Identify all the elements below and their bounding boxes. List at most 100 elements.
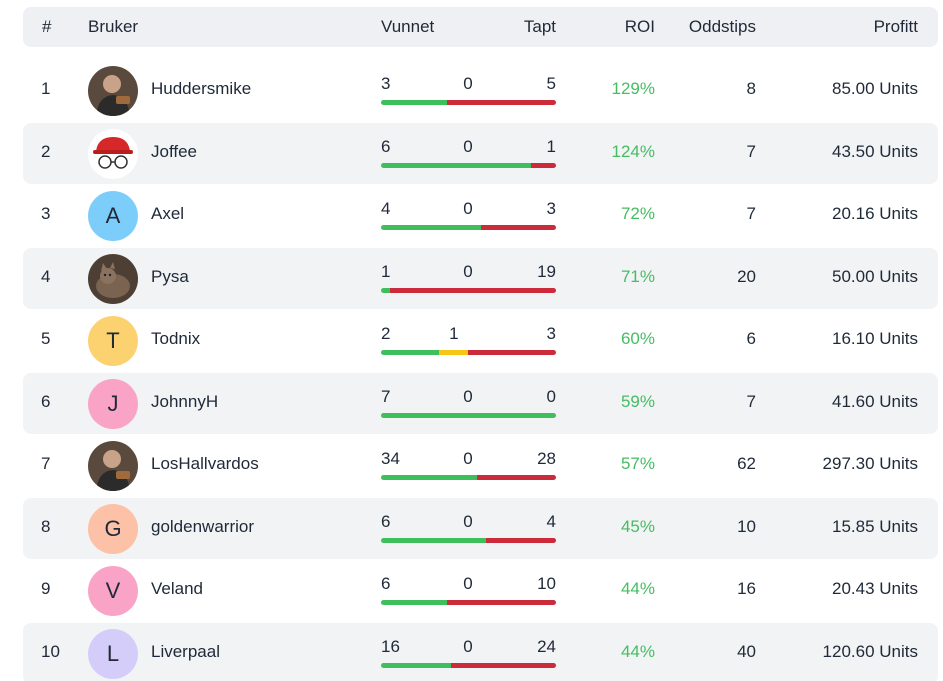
avatar[interactable]: V	[88, 566, 138, 616]
draw-count: 0	[463, 512, 473, 531]
win-loss-record: 3 0 5	[381, 73, 556, 109]
rank: 8	[41, 517, 51, 536]
won-count: 6	[381, 137, 391, 156]
tips-count: 7	[746, 142, 756, 161]
lost-count: 28	[537, 449, 556, 468]
roi-value: 44%	[620, 579, 655, 598]
won-segment	[381, 538, 486, 543]
header-tips: Oddstips	[688, 17, 756, 36]
tips-count: 7	[746, 392, 756, 411]
username-link[interactable]: Pysa	[151, 267, 189, 286]
profit-value: 85.00 Units	[832, 79, 918, 98]
lost-count: 3	[546, 199, 556, 218]
roi-value: 72%	[620, 204, 655, 223]
draw-count: 0	[463, 74, 473, 93]
table-row[interactable]: 7 LosHallvardos 34 0 28 57% 62 297.30 Units	[23, 435, 938, 496]
avatar[interactable]: J	[88, 379, 138, 429]
profit-value: 16.10 Units	[832, 329, 918, 348]
table-row[interactable]: 6 J JohnnyH 7 0 0 59% 7 41.60 Units	[23, 373, 938, 434]
avatar[interactable]: T	[88, 316, 138, 366]
lost-segment	[468, 350, 556, 355]
table-row[interactable]: 10 L Liverpaal 16 0 24 44% 40 120.60 Units	[23, 623, 938, 681]
won-segment	[381, 350, 440, 355]
rank: 10	[41, 642, 60, 661]
username-link[interactable]: Joffee	[151, 142, 198, 161]
avatar[interactable]	[88, 441, 138, 491]
profit-value: 20.43 Units	[832, 579, 918, 598]
draw-segment	[439, 350, 469, 355]
draw-count: 0	[463, 199, 473, 218]
tips-count: 8	[746, 79, 756, 98]
lost-count: 10	[537, 574, 556, 593]
rank: 3	[41, 204, 51, 223]
win-loss-bar	[381, 475, 556, 480]
header-rank: #	[42, 17, 52, 36]
table-row[interactable]: 1 Huddersmike 3 0 5 129% 8 85.00 Units	[23, 60, 938, 121]
lost-segment	[486, 538, 556, 543]
rank: 1	[41, 79, 51, 98]
lost-segment	[389, 288, 556, 293]
username-link[interactable]: JohnnyH	[151, 392, 219, 411]
lost-segment	[531, 163, 556, 168]
won-count: 1	[381, 262, 391, 281]
username-link[interactable]: Todnix	[151, 329, 201, 348]
win-loss-record: 6 0 1	[381, 136, 556, 172]
avatar[interactable]	[88, 254, 138, 304]
win-loss-bar	[381, 413, 556, 418]
lost-count: 4	[546, 512, 556, 531]
win-loss-record: 7 0 0	[381, 386, 556, 422]
won-count: 3	[381, 74, 391, 93]
win-loss-bar	[381, 600, 556, 605]
won-segment	[381, 163, 531, 168]
avatar[interactable]	[88, 129, 138, 179]
roi-value: 71%	[620, 267, 655, 286]
win-loss-record: 2 1 3	[381, 323, 556, 359]
lost-segment	[451, 663, 556, 668]
username-link[interactable]: LosHallvardos	[151, 454, 259, 473]
username-link[interactable]: goldenwarrior	[151, 517, 254, 536]
avatar-letter: V	[105, 578, 121, 603]
avatar[interactable]: A	[88, 191, 138, 241]
avatar-letter: L	[106, 641, 120, 666]
win-loss-bar	[381, 163, 556, 168]
lost-count: 0	[546, 387, 556, 406]
win-loss-record: 16 0 24	[381, 636, 556, 672]
lost-segment	[446, 100, 556, 105]
table-row[interactable]: 3 A Axel 4 0 3 72% 7 20.16 Units	[23, 185, 938, 246]
won-segment	[381, 600, 447, 605]
username-link[interactable]: Veland	[151, 579, 203, 598]
win-loss-record: 1 0 19	[381, 261, 556, 297]
won-count: 34	[381, 449, 400, 468]
username-link[interactable]: Huddersmike	[151, 79, 252, 98]
username-link[interactable]: Liverpaal	[151, 642, 220, 661]
avatar-letter: T	[106, 328, 120, 353]
lost-segment	[476, 475, 556, 480]
lost-count: 5	[546, 74, 556, 93]
lost-segment	[481, 225, 556, 230]
draw-count: 0	[463, 637, 473, 656]
username-link[interactable]: Axel	[151, 204, 185, 223]
won-segment	[381, 225, 481, 230]
tips-count: 40	[737, 642, 756, 661]
avatar[interactable]	[88, 66, 138, 116]
avatar[interactable]: L	[88, 629, 138, 679]
person-photo-icon	[88, 441, 138, 491]
table-row[interactable]: 9 V Veland 6 0 10 44% 16 20.43 Units	[23, 560, 938, 621]
header-profit: Profitt	[873, 17, 918, 36]
table-row[interactable]: 5 T Todnix 2 1 3 60% 6 16.10 Units	[23, 310, 938, 371]
draw-count: 0	[463, 387, 473, 406]
avatar[interactable]: G	[88, 504, 138, 554]
table-row[interactable]: 4 Pysa 1 0 19 71% 20 50.00 Units	[23, 248, 938, 309]
win-loss-record: 6 0 10	[381, 573, 556, 609]
tips-count: 7	[746, 204, 756, 223]
rank: 6	[41, 392, 51, 411]
won-count: 7	[381, 387, 391, 406]
won-count: 6	[381, 574, 391, 593]
won-count: 16	[381, 637, 400, 656]
header-user: Bruker	[88, 17, 139, 36]
tips-count: 6	[746, 329, 756, 348]
table-row[interactable]: 2 Joffee 6 0 1 124% 7 43.50 Units	[23, 123, 938, 184]
draw-count: 0	[463, 137, 473, 156]
win-loss-record: 6 0 4	[381, 511, 556, 547]
